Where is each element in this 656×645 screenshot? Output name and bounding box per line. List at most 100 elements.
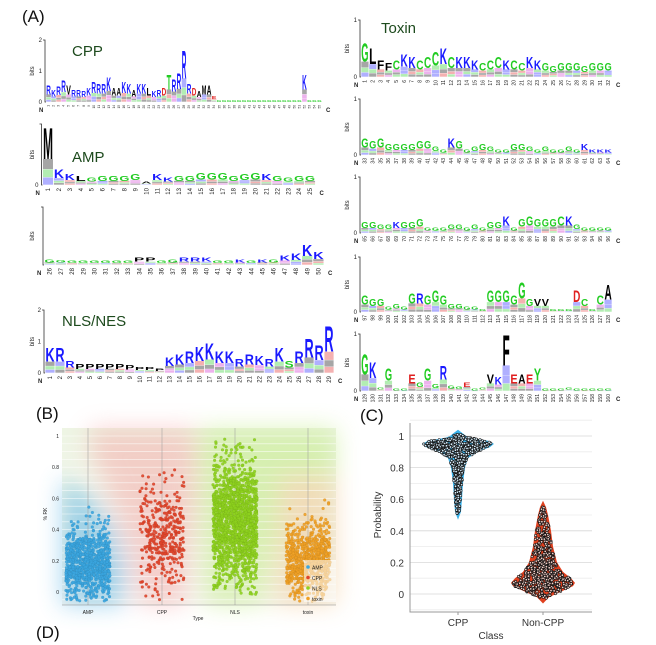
logo-residue-block (424, 153, 432, 155)
logo-letter: D (573, 287, 580, 306)
logo-letter: K (565, 213, 573, 228)
logo-letter: K (503, 213, 511, 228)
position-tick-label: 21 (147, 105, 151, 109)
position-tick-label: 53 (520, 158, 526, 164)
data-point-amp (88, 514, 92, 518)
logo-residue-block (121, 96, 127, 100)
position-tick-label: 27 (177, 105, 181, 109)
position-tick-label: 95 (598, 236, 604, 242)
logo-residue-block (416, 69, 424, 73)
logo-residue-block (416, 306, 424, 310)
logo-letter: G (287, 99, 293, 103)
logo-residue-block (56, 97, 61, 100)
logo-residue-block (518, 298, 526, 304)
data-point-nls (211, 467, 216, 472)
logo-residue-block (130, 182, 141, 184)
logo-letter: G (312, 99, 318, 103)
data-point-cpp (138, 580, 143, 584)
position-tick-label: 39 (410, 158, 416, 164)
data-point-toxin (327, 524, 331, 528)
logo-letter: R (295, 348, 304, 367)
logo-residue-block (565, 73, 573, 75)
logo-letter: G (589, 226, 598, 231)
logo-residue-block (447, 68, 455, 72)
logo-letter: V (487, 371, 494, 386)
logo-residue-block (494, 302, 502, 306)
position-tick-label: 39 (237, 105, 241, 109)
data-point-cpp (152, 523, 156, 528)
data-point-nls (231, 538, 235, 543)
logo-letter: A (518, 371, 526, 386)
logo-letter: P (134, 258, 145, 264)
data-point-nls (252, 545, 256, 549)
logo-residue-block (455, 388, 463, 390)
position-tick-label: 24 (543, 80, 549, 86)
position-tick-label: 6 (72, 105, 76, 107)
logo-residue-block (377, 230, 385, 232)
y-axis (358, 256, 361, 313)
logo-residue-block (573, 229, 581, 231)
position-tick-label: 31 (104, 267, 110, 274)
logo-residue-block (96, 93, 101, 97)
logo-letter: G (503, 287, 510, 306)
data-point-amp (106, 589, 111, 593)
logo-residue-block (145, 370, 155, 371)
data-point-cpp (165, 502, 169, 506)
logo-residue-block (408, 309, 416, 312)
logo-residue-block (377, 305, 385, 308)
data-point-nls (215, 585, 219, 590)
data-point-nls (248, 539, 252, 543)
logo-residue-block (204, 369, 215, 373)
logo-letter: G (479, 387, 488, 391)
data-point-cpp (152, 562, 156, 567)
y-axis-label: bits (345, 44, 351, 53)
data-point-cpp (167, 536, 172, 540)
data-point-cpp (159, 518, 164, 522)
logo-residue-block (494, 152, 502, 154)
logo-letter: V (542, 297, 549, 309)
logo-letter: G (385, 365, 392, 385)
data-point-nls (232, 509, 236, 513)
data-point-nls (249, 497, 253, 501)
position-tick-label: 101 (394, 315, 400, 324)
data-point-cpp (159, 527, 163, 532)
logo-letter: G (294, 176, 304, 183)
data-point-toxin (296, 564, 301, 568)
data-point-nls (227, 545, 232, 550)
logo-residue-block (588, 73, 596, 75)
data-point-nls (252, 472, 256, 476)
logo-letter: G (100, 260, 112, 264)
logo-letter: G (463, 148, 472, 153)
position-tick-label: 29 (582, 80, 588, 86)
logo-residue-block (361, 72, 369, 77)
logo-letter: C (487, 57, 495, 72)
logo-letter: K (255, 353, 265, 368)
data-point-cpp (153, 499, 157, 503)
data-point-cpp (152, 529, 156, 533)
position-tick-label: 43 (238, 267, 244, 274)
position-tick-label: 54 (313, 105, 317, 109)
logo-letter: R (65, 359, 74, 370)
position-tick-label: 142 (465, 394, 471, 403)
data-point-toxin (304, 546, 308, 550)
logo-residue-block (111, 98, 117, 100)
data-point-nls (252, 558, 256, 563)
position-tick-label: 1 (48, 375, 54, 379)
data-point-toxin (298, 599, 302, 603)
logo-residue-block (75, 368, 85, 371)
logo-residue-block (447, 71, 455, 75)
logo-residue-block (75, 180, 86, 183)
logo-residue-block (573, 231, 581, 233)
logo-letter: G (222, 99, 228, 103)
logo-letter: S (285, 359, 295, 370)
logo-residue-block (211, 100, 217, 101)
logo-residue-block (580, 71, 589, 74)
logo-residue-block (431, 387, 440, 389)
logo-residue-block (541, 70, 549, 73)
position-tick-label: 22 (275, 187, 281, 194)
logo-letter: G (247, 99, 253, 103)
logo-residue-block (244, 367, 254, 371)
logo-letter: M (202, 82, 207, 97)
logo-residue-block (279, 260, 290, 262)
data-point-nls (236, 514, 240, 518)
